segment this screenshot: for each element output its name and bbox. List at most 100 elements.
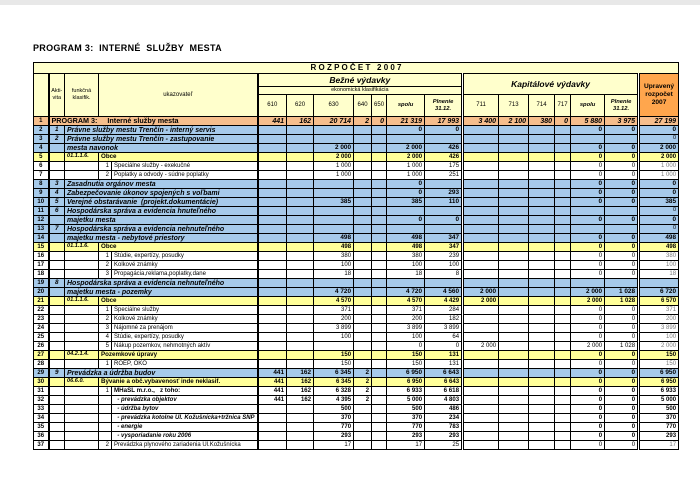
cell-k713 bbox=[498, 377, 530, 387]
table-row: 18 3 Propagácia,reklama,poplatky,dane 18 18 8… bbox=[33, 269, 680, 279]
cell-k717: 0 bbox=[554, 116, 572, 126]
cell-b650 bbox=[371, 278, 388, 288]
cell-k714 bbox=[528, 161, 556, 171]
cell-k717 bbox=[554, 386, 572, 396]
cell-k714 bbox=[528, 242, 556, 252]
cell-uprav: 385 bbox=[637, 197, 680, 207]
row-number: 18 bbox=[33, 269, 49, 279]
cell-b610 bbox=[256, 359, 288, 369]
cell-k714 bbox=[528, 296, 556, 306]
cell-kpln: 0 bbox=[604, 332, 640, 342]
budget-year-banner: R O Z P O Č E T 2 0 0 7 bbox=[32, 62, 680, 74]
cell-bpln: 25 bbox=[424, 440, 464, 450]
indicator-label: - prevádzka kotolne Ul. Kožušnícka+tržni… bbox=[110, 413, 259, 423]
cell-k711 bbox=[461, 125, 500, 135]
cell-b650 bbox=[371, 179, 388, 189]
banner-row: R O Z P O Č E T 2 0 0 7 bbox=[32, 62, 680, 74]
cell-k713 bbox=[498, 215, 530, 225]
cell-bpln: 175 bbox=[424, 161, 464, 171]
cell-k713 bbox=[498, 341, 530, 351]
cell-k717 bbox=[554, 422, 572, 432]
table-row: 37 2 Prevádzka plynového zariadenia Ul.Kož… bbox=[33, 440, 680, 450]
cell-b620 bbox=[286, 179, 315, 189]
indicator-label: PROGRAM 3: Interné služby mesta bbox=[47, 116, 259, 126]
column-code-row: 610 620 630 640 650 spolu Plnenie 31.12.… bbox=[34, 94, 679, 117]
cell-b620 bbox=[286, 188, 315, 198]
cell-kspolu: 0 bbox=[570, 413, 606, 423]
cell-k713 bbox=[498, 296, 530, 306]
cell-b650 bbox=[371, 368, 388, 378]
indicator-label: MHaSL m.r.o., z toho: bbox=[110, 386, 259, 396]
functional-classification: 01.1.1.6. bbox=[64, 296, 99, 306]
cell-b650 bbox=[371, 260, 388, 270]
item-number: 1 bbox=[98, 305, 112, 315]
activity-header-line2: vita bbox=[52, 95, 62, 101]
table-row: 26 5 Nákup pozemkov, nehmotných aktív 0 0 2 0… bbox=[33, 341, 680, 351]
activity-number bbox=[47, 242, 65, 252]
row-number: 4 bbox=[33, 143, 49, 153]
activity-number bbox=[47, 404, 65, 414]
cell-uprav: 6 570 bbox=[637, 296, 680, 306]
cell-k713 bbox=[498, 278, 530, 288]
cell-b650 bbox=[371, 152, 388, 162]
cell-uprav: 0 bbox=[637, 125, 680, 135]
cell-k717 bbox=[554, 350, 572, 360]
cell-bpln: 783 bbox=[424, 422, 464, 432]
item-number bbox=[98, 395, 112, 405]
cell-k717 bbox=[554, 215, 572, 225]
cell-k717 bbox=[554, 251, 572, 261]
cell-b650 bbox=[371, 215, 388, 225]
row-number: 21 bbox=[33, 296, 49, 306]
cell-b610 bbox=[256, 296, 288, 306]
indicator-label: Zabezpečovanie úkonov spojených s voľbam… bbox=[63, 188, 259, 198]
indicator-label: Propagácia,reklama,poplatky,dane bbox=[110, 269, 259, 279]
cell-b610 bbox=[256, 170, 288, 180]
cell-b640 bbox=[353, 422, 373, 432]
cell-k711 bbox=[461, 431, 500, 441]
cell-b640 bbox=[353, 278, 373, 288]
table-header: R O Z P O Č E T 2 0 0 7 Akti- vita funkč… bbox=[32, 62, 680, 117]
cell-b610 bbox=[256, 206, 288, 216]
cell-k714 bbox=[528, 404, 556, 414]
cell-kspolu: 0 bbox=[570, 260, 606, 270]
cell-bspolu: 1 000 bbox=[386, 170, 426, 180]
cell-bpln: 251 bbox=[424, 170, 464, 180]
cell-b650 bbox=[371, 269, 388, 279]
item-number: 5 bbox=[98, 341, 112, 351]
cell-k717 bbox=[554, 161, 572, 171]
cell-k713 bbox=[498, 143, 530, 153]
cell-bspolu: 370 bbox=[386, 413, 426, 423]
cell-kspolu: 0 bbox=[570, 197, 606, 207]
cell-k717 bbox=[554, 179, 572, 189]
cell-kpln: 1 028 bbox=[604, 287, 640, 297]
activity-number bbox=[47, 269, 65, 279]
indicator-label: Zasadnutia orgánov mesta bbox=[63, 179, 259, 189]
functional-classification bbox=[64, 341, 99, 351]
cell-uprav: 3 899 bbox=[637, 323, 680, 333]
indicator-label: - energie bbox=[110, 422, 259, 432]
row-number: 29 bbox=[33, 368, 49, 378]
cell-kpln: 0 bbox=[604, 359, 640, 369]
table-row: 2 1 Právne služby mestu Trenčín - interný … bbox=[33, 125, 680, 135]
cell-k713 bbox=[498, 422, 530, 432]
cell-k711 bbox=[461, 314, 500, 324]
table-row: 27 04.2.1.4. Pozemkové úpravy 150 150 131 0 0 15… bbox=[33, 350, 680, 360]
cell-b630: 150 bbox=[313, 359, 355, 369]
cell-kspolu: 0 bbox=[570, 125, 606, 135]
cell-k714 bbox=[528, 368, 556, 378]
activity-number: 9 bbox=[47, 368, 65, 378]
cell-kspolu: 0 bbox=[570, 386, 606, 396]
cell-b610 bbox=[256, 197, 288, 207]
cell-k711 bbox=[461, 404, 500, 414]
cell-k717 bbox=[554, 188, 572, 198]
cell-uprav: 17 bbox=[637, 440, 680, 450]
cell-k714 bbox=[528, 197, 556, 207]
cell-b630 bbox=[313, 224, 355, 234]
cell-k711 bbox=[461, 395, 500, 405]
cell-bspolu: 3 899 bbox=[386, 323, 426, 333]
activity-header-line1: Akti- bbox=[51, 88, 63, 95]
indicator-label: Štúdie, expertízy, posudky bbox=[110, 251, 259, 261]
row-number: 13 bbox=[33, 224, 49, 234]
cell-bpln: 64 bbox=[424, 332, 464, 342]
cell-k713 bbox=[498, 134, 530, 144]
